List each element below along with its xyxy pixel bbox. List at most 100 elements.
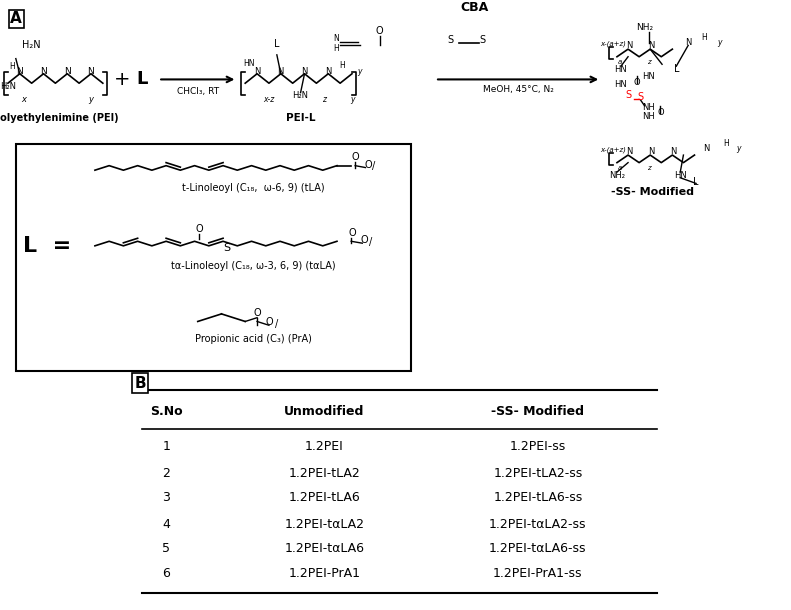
Text: /: / — [275, 319, 278, 329]
Text: Polyethylenimine (PEI): Polyethylenimine (PEI) — [0, 113, 118, 123]
Text: S.No: S.No — [149, 405, 183, 418]
Text: L: L — [274, 39, 279, 49]
Text: x-(a+z): x-(a+z) — [600, 146, 626, 152]
Text: S: S — [626, 90, 632, 100]
Text: y: y — [358, 66, 362, 76]
Text: N: N — [301, 67, 308, 76]
Text: O: O — [657, 109, 664, 117]
Text: O: O — [361, 235, 369, 245]
Text: N: N — [17, 67, 23, 76]
Text: 1.2PEI-tLA2-ss: 1.2PEI-tLA2-ss — [494, 467, 582, 480]
Text: N: N — [325, 67, 331, 76]
Text: 1.2PEI: 1.2PEI — [305, 440, 343, 453]
Text: O: O — [195, 224, 203, 234]
Text: L: L — [694, 178, 698, 187]
Text: S: S — [638, 92, 644, 102]
Text: NH₂: NH₂ — [636, 23, 653, 32]
Text: NH₂: NH₂ — [609, 171, 625, 180]
Text: 1: 1 — [162, 440, 170, 453]
Text: H: H — [723, 138, 729, 148]
Text: CHCl₃, RT: CHCl₃, RT — [176, 87, 219, 96]
Text: /: / — [369, 237, 373, 247]
Text: O: O — [365, 160, 373, 170]
Text: y: y — [89, 95, 93, 104]
Text: N: N — [88, 67, 94, 76]
Text: 6: 6 — [162, 567, 170, 580]
Text: A: A — [10, 12, 22, 26]
Text: 2: 2 — [162, 467, 170, 480]
Text: 1.2PEI-tαLA6: 1.2PEI-tαLA6 — [284, 542, 365, 556]
Text: S: S — [479, 35, 486, 46]
Text: H₂N: H₂N — [22, 40, 41, 51]
Text: B: B — [134, 376, 146, 391]
Text: 1.2PEI-PrA1-ss: 1.2PEI-PrA1-ss — [493, 567, 583, 580]
Text: z: z — [647, 59, 650, 65]
Text: 1.2PEI-tLA6-ss: 1.2PEI-tLA6-ss — [494, 491, 582, 504]
Text: H: H — [9, 62, 15, 71]
Text: y: y — [350, 95, 354, 104]
Text: N: N — [254, 67, 260, 76]
Text: N: N — [40, 67, 47, 76]
Text: HN: HN — [244, 59, 255, 68]
Text: H: H — [339, 61, 346, 70]
Text: H: H — [701, 33, 707, 41]
Text: N
H: N H — [333, 34, 339, 53]
Text: 5: 5 — [162, 542, 170, 556]
Text: x-z: x-z — [263, 95, 274, 104]
Text: 1.2PEI-tLA6: 1.2PEI-tLA6 — [289, 491, 360, 504]
Text: S: S — [223, 243, 231, 253]
Text: HN: HN — [674, 171, 687, 180]
Text: O: O — [376, 26, 384, 36]
Text: t-Linoleoyl (C₁₈,  ω-6, 9) (tLA): t-Linoleoyl (C₁₈, ω-6, 9) (tLA) — [182, 183, 324, 193]
Text: a: a — [617, 59, 622, 65]
Text: tα-Linoleoyl (C₁₈, ω-3, 6, 9) (tαLA): tα-Linoleoyl (C₁₈, ω-3, 6, 9) (tαLA) — [171, 260, 335, 270]
Text: L: L — [137, 70, 148, 88]
Text: O: O — [253, 308, 261, 318]
Text: HN: HN — [642, 73, 655, 81]
Text: -SS- Modified: -SS- Modified — [491, 405, 585, 418]
Text: HN: HN — [615, 65, 627, 74]
Bar — [16, 144, 411, 371]
Text: -SS- Modified: -SS- Modified — [611, 187, 694, 197]
Text: 1.2PEI-tαLA6-ss: 1.2PEI-tαLA6-ss — [489, 542, 587, 556]
Text: 1.2PEI-PrA1: 1.2PEI-PrA1 — [288, 567, 361, 580]
Text: O: O — [265, 317, 273, 327]
Text: CBA: CBA — [460, 1, 489, 15]
Text: N: N — [670, 147, 676, 156]
Text: z: z — [322, 95, 327, 104]
Text: O: O — [349, 228, 357, 238]
Text: NH: NH — [642, 112, 655, 121]
Text: N: N — [626, 41, 632, 50]
Text: NH: NH — [642, 102, 655, 112]
Text: x: x — [21, 95, 26, 104]
Text: N: N — [648, 41, 654, 50]
Text: /: / — [372, 162, 375, 171]
Text: 3: 3 — [162, 491, 170, 504]
Text: L: L — [674, 64, 679, 74]
Text: N: N — [648, 147, 654, 156]
Text: 1.2PEI-tLA2: 1.2PEI-tLA2 — [289, 467, 360, 480]
Text: y: y — [717, 38, 722, 48]
Text: N: N — [64, 67, 70, 76]
Text: Unmodified: Unmodified — [284, 405, 365, 418]
Text: S: S — [448, 35, 454, 46]
Text: O: O — [634, 78, 640, 87]
Text: N: N — [685, 38, 691, 48]
Text: MeOH, 45°C, N₂: MeOH, 45°C, N₂ — [483, 85, 554, 94]
Text: Propionic acid (C₃) (PrA): Propionic acid (C₃) (PrA) — [195, 334, 312, 344]
Text: a: a — [617, 165, 622, 171]
Text: H₂N: H₂N — [0, 82, 16, 91]
Text: x-(a+z): x-(a+z) — [600, 40, 626, 47]
Text: 1.2PEI-tαLA2-ss: 1.2PEI-tαLA2-ss — [489, 518, 587, 531]
Text: H₂N: H₂N — [293, 92, 308, 100]
Text: N: N — [626, 147, 632, 156]
Text: HN: HN — [615, 80, 627, 89]
Text: 4: 4 — [162, 518, 170, 531]
Text: L  =: L = — [24, 236, 71, 256]
Text: N: N — [703, 145, 710, 153]
Text: z: z — [647, 165, 650, 171]
Text: +: + — [115, 70, 131, 89]
Text: y: y — [736, 145, 740, 153]
Text: 1.2PEI-ss: 1.2PEI-ss — [509, 440, 566, 453]
Text: 1.2PEI-tαLA2: 1.2PEI-tαLA2 — [284, 518, 365, 531]
